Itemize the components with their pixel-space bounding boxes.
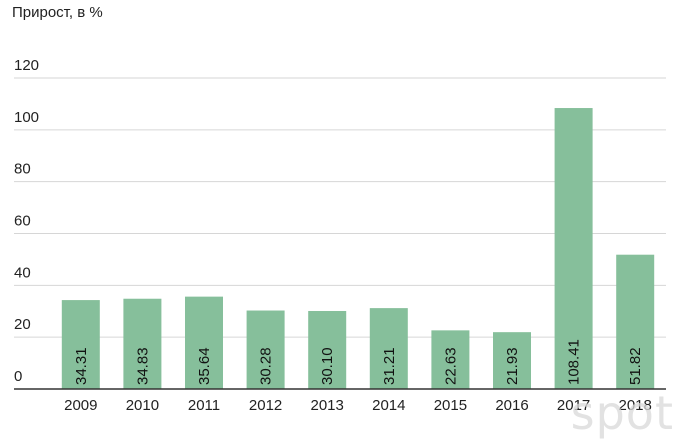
x-tick-label: 2010 xyxy=(126,397,159,414)
y-tick-label: 0 xyxy=(14,368,22,385)
y-tick-label: 20 xyxy=(14,316,31,333)
x-tick-label: 2016 xyxy=(495,397,528,414)
x-tick-label: 2015 xyxy=(434,397,467,414)
x-tick-label: 2017 xyxy=(557,397,590,414)
watermark-logo: spot xyxy=(570,386,674,440)
data-label: 108.41 xyxy=(566,339,583,385)
y-tick-label: 60 xyxy=(14,213,31,230)
data-label: 30.10 xyxy=(319,347,336,385)
x-tick-label: 2013 xyxy=(311,397,344,414)
bar xyxy=(185,296,223,389)
data-label: 35.64 xyxy=(196,347,213,385)
x-tick-label: 2009 xyxy=(64,397,97,414)
x-tick-label: 2018 xyxy=(619,397,652,414)
data-label: 51.82 xyxy=(627,347,644,385)
x-tick-label: 2011 xyxy=(188,397,220,414)
data-label: 30.28 xyxy=(258,347,275,385)
data-label: 34.83 xyxy=(134,347,151,385)
y-tick-label: 80 xyxy=(14,161,31,178)
bar xyxy=(493,332,531,389)
chart-title: Прирост, в % xyxy=(12,4,103,21)
data-label: 22.63 xyxy=(442,347,459,385)
bar xyxy=(61,300,100,389)
y-tick-label: 100 xyxy=(14,109,39,126)
data-label: 21.93 xyxy=(504,347,521,385)
data-label: 34.31 xyxy=(73,347,90,385)
bar xyxy=(616,254,655,389)
bar xyxy=(554,108,593,389)
data-label: 31.21 xyxy=(381,347,398,385)
bar xyxy=(123,298,162,389)
x-tick-label: 2014 xyxy=(372,397,405,414)
bar xyxy=(308,310,347,389)
bar xyxy=(369,308,408,389)
bar xyxy=(246,310,285,389)
x-tick-label: 2012 xyxy=(249,397,282,414)
y-tick-label: 120 xyxy=(14,57,39,74)
bar xyxy=(431,330,470,389)
y-tick-label: 40 xyxy=(14,264,31,281)
